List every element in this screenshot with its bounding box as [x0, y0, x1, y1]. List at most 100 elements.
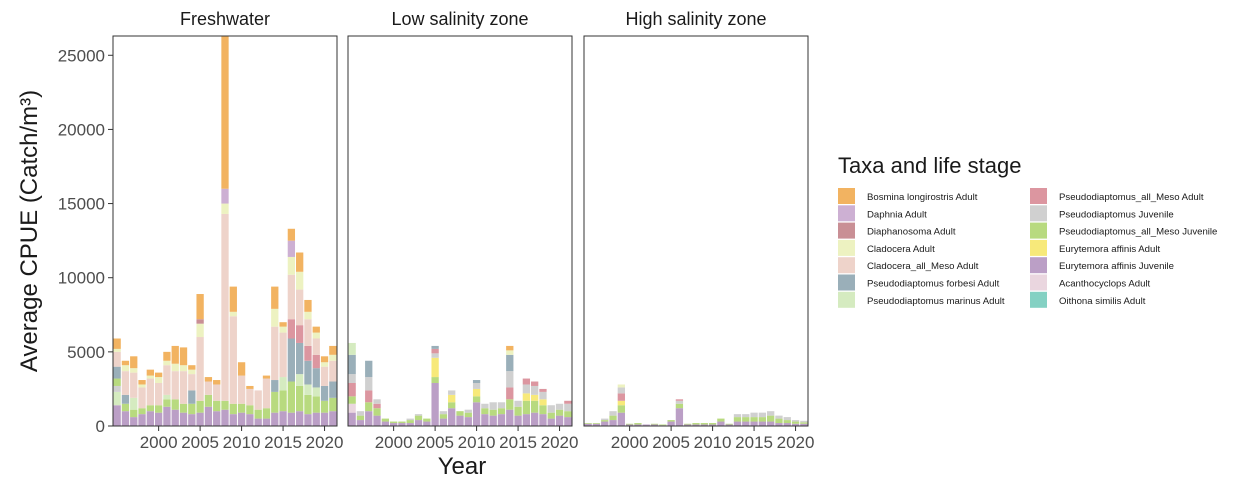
bar-segment-cladocera-all-meso-adult: [130, 372, 138, 398]
bar-segment-cladocera-adult: [229, 311, 237, 317]
bar-segment-eurytemora-affinis-juvenile: [171, 409, 179, 426]
bar-segment-diaphanosoma-adult: [196, 319, 204, 324]
bar-segment-eurytemora-affinis-juvenile: [584, 423, 592, 426]
bar-2011: [481, 403, 489, 426]
bar-2021: [564, 400, 572, 426]
bar-segment-cladocera-adult: [171, 363, 179, 372]
x-tick-label: 2010: [458, 433, 496, 452]
bar-segment-eurytemora-affinis-juvenile: [246, 414, 254, 426]
bar-segment-pseudodiaptomus-all-meso-juvenile: [439, 414, 448, 419]
bar-segment-pseudodiaptomus-all-meso-juvenile: [767, 415, 775, 422]
bar-segment-cladocera-all-meso-adult: [262, 378, 271, 409]
bar-segment-acanthocyclops-adult: [348, 403, 356, 413]
bar-segment-pseudodiaptomus-all-meso-juvenile: [373, 408, 381, 416]
bar-segment-pseudodiaptomus-juvenile: [767, 411, 775, 416]
bar-segment-pseudodiaptomus-juvenile: [733, 414, 742, 418]
bar-2011: [717, 418, 725, 426]
bar-segment-pseudodiaptomus-all-meso-juvenile: [708, 423, 717, 425]
bar-segment-eurytemora-affinis-juvenile: [414, 420, 423, 426]
legend-swatch: [838, 239, 855, 256]
bar-segment-cladocera-all-meso-adult: [221, 213, 229, 401]
y-tick-label: 0: [96, 417, 105, 436]
bar-2009: [229, 286, 237, 426]
bar-segment-pseudodiaptomus-juvenile: [617, 387, 625, 394]
x-tick-label: 2020: [541, 433, 579, 452]
bar-segment-eurytemora-affinis-juvenile: [373, 415, 381, 426]
legend-item-pseudodiaptomus-forbesi-adult: Pseudodiaptomus forbesi Adult: [838, 274, 1000, 291]
bar-segment-pseudodiaptomus-forbesi-adult: [365, 360, 373, 378]
bar-segment-pseudodiaptomus-juvenile: [750, 412, 758, 418]
legend-item-cladocera-all-meso-adult: Cladocera_all_Meso Adult: [838, 257, 979, 274]
legend-item-daphnia-adult: Daphnia Adult: [838, 205, 927, 222]
bar-segment-pseudodiaptomus-all-meso-juvenile: [262, 408, 271, 419]
bar-segment-pseudodiaptomus-all-meso-juvenile: [423, 418, 431, 422]
bar-segment-pseudodiaptomus-juvenile: [414, 414, 423, 416]
bar-2015: [514, 400, 522, 426]
bar-segment-bosmina-longirostris-adult: [246, 385, 254, 389]
bar-1996: [121, 360, 130, 426]
bar-2010: [708, 423, 717, 426]
bar-2019: [547, 405, 555, 426]
bar-segment-eurytemora-affinis-juvenile: [692, 424, 700, 426]
legend-swatch: [1030, 274, 1047, 291]
bar-1995: [348, 342, 356, 426]
bar-2016: [287, 228, 296, 426]
bar-segment-pseudodiaptomus-marinus-adult: [130, 397, 138, 410]
bar-2005: [431, 345, 439, 426]
bar-2007: [684, 423, 692, 426]
bar-segment-pseudodiaptomus-all-meso-juvenile: [271, 391, 279, 413]
bar-2004: [188, 365, 196, 426]
bar-segment-eurytemora-affinis-juvenile: [254, 418, 262, 426]
bar-2007: [448, 390, 456, 426]
bar-2020: [791, 420, 800, 426]
bar-2014: [742, 414, 750, 426]
bar-segment-pseudodiaptomus-all-meso-juvenile: [204, 394, 213, 407]
bar-segment-eurytemora-affinis-juvenile: [312, 412, 320, 426]
bar-segment-bosmina-longirostris-adult: [262, 375, 271, 379]
bar-segment-eurytemora-affinis-juvenile: [113, 405, 121, 426]
bar-segment-bosmina-longirostris-adult: [506, 345, 514, 351]
bar-segment-pseudodiaptomus-all-meso-juvenile: [254, 409, 262, 419]
bar-segment-pseudodiaptomus-marinus-adult: [296, 374, 304, 386]
bar-2017: [767, 411, 775, 426]
y-axis-title-group: Average CPUE (Catch/m³): [16, 90, 43, 372]
bar-segment-pseudodiaptomus-juvenile: [775, 415, 783, 419]
bar-segment-pseudodiaptomus-forbesi-adult: [320, 385, 329, 401]
bar-segment-pseudodiaptomus-all-meso-juvenile: [163, 399, 171, 407]
bar-segment-bosmina-longirostris-adult: [287, 228, 296, 241]
bar-segment-pseudodiaptomus-forbesi-adult: [348, 354, 356, 375]
bar-segment-cladocera-adult: [506, 350, 514, 355]
bar-segment-pseudodiaptomus-all-meso-juvenile: [312, 396, 320, 413]
bar-segment-eurytemora-affinis-juvenile: [398, 423, 406, 426]
bar-2015: [279, 322, 287, 426]
bars: [113, 36, 337, 426]
bar-segment-bosmina-longirostris-adult: [213, 380, 221, 385]
bar-segment-pseudodiaptomus-marinus-adult: [113, 391, 121, 406]
bar-segment-pseudodiaptomus-all-meso-juvenile: [547, 412, 555, 419]
bar-segment-cladocera-adult: [121, 365, 130, 372]
bar-segment-pseudodiaptomus-juvenile: [373, 399, 381, 404]
bar-2006: [675, 399, 684, 426]
bar-segment-eurytemora-affinis-juvenile: [464, 417, 472, 426]
bar-segment-eurytemora-affinis-juvenile: [329, 411, 337, 426]
bar-segment-pseudodiaptomus-all-meso-juvenile: [130, 409, 138, 418]
bar-segment-pseudodiaptomus-all-meso-juvenile: [592, 423, 601, 424]
bar-segment-pseudodiaptomus-all-meso-juvenile: [650, 423, 659, 425]
bar-2000: [154, 372, 163, 426]
bar-segment-pseudodiaptomus-all-meso-juvenile: [296, 385, 304, 412]
bar-segment-pseudodiaptomus-all-meso-juvenile: [179, 403, 188, 413]
panel-title: High salinity zone: [625, 9, 766, 29]
bar-segment-eurytemora-affinis-juvenile: [389, 423, 398, 426]
bar-2015: [750, 412, 758, 426]
bar-segment-pseudodiaptomus-juvenile: [555, 403, 564, 410]
bar-segment-pseudodiaptomus-all-meso-juvenile: [733, 417, 742, 422]
bar-segment-cladocera-adult: [271, 308, 279, 327]
bar-segment-pseudodiaptomus-all-meso-adult: [304, 345, 312, 361]
x-tick-label: 2005: [181, 433, 219, 452]
bar-segment-eurytemora-affinis-juvenile: [456, 415, 464, 426]
bar-segment-eurytemora-affinis-juvenile: [592, 423, 601, 426]
bar-segment-bosmina-longirostris-adult: [196, 294, 204, 320]
bar-segment-eurytemora-affinis-adult: [431, 357, 439, 378]
bar-2016: [522, 378, 531, 426]
